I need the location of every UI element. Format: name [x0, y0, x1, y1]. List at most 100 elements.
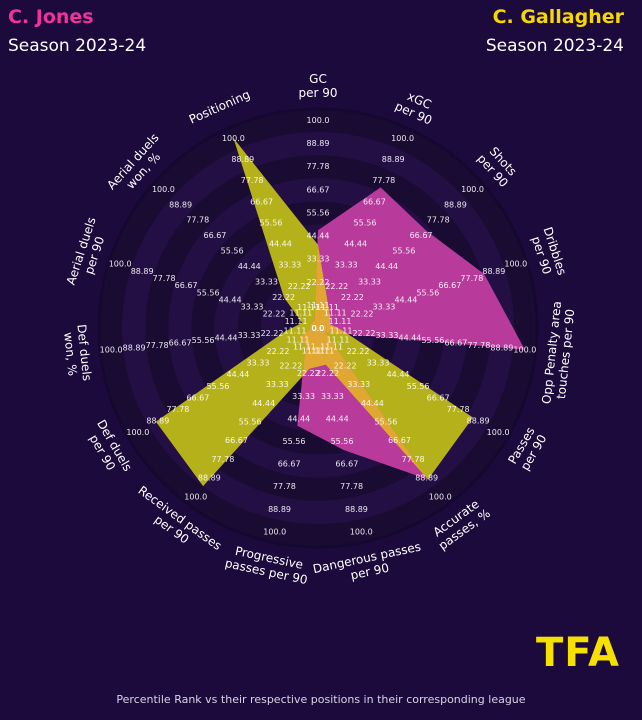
ring-tick-label: 55.56 — [416, 288, 439, 297]
ring-tick-label: 55.56 — [421, 336, 444, 345]
ring-tick-label: 22.22 — [341, 293, 364, 302]
ring-tick-label: 100.0 — [504, 260, 527, 269]
tfa-logo-text: TFA — [536, 632, 620, 672]
ring-tick-label: 77.78 — [402, 455, 425, 464]
ring-tick-label: 44.44 — [326, 414, 349, 423]
ring-tick-label: 100.0 — [307, 116, 330, 125]
axis-label-text: Positioning — [187, 87, 252, 126]
ring-tick-label: 11.11 — [330, 326, 353, 335]
ring-tick-label: 100.0 — [461, 185, 484, 194]
tfa-logo: TFA — [536, 630, 620, 676]
ring-tick-label: 44.44 — [375, 262, 398, 271]
ring-tick-label: 88.89 — [482, 267, 505, 276]
ring-tick-label: 55.56 — [354, 218, 377, 227]
ring-tick-label: 33.33 — [241, 303, 264, 312]
ring-tick-label: 11.11 — [302, 347, 325, 356]
ring-tick-label: 33.33 — [321, 392, 344, 401]
ring-tick-label: 11.11 — [297, 303, 320, 312]
ring-tick-label: 33.33 — [358, 278, 381, 287]
ring-tick-label: 55.56 — [192, 336, 215, 345]
ring-tick-label: 0.0 — [312, 324, 325, 333]
ring-tick-label: 44.44 — [394, 295, 417, 304]
player-right-name: C. Gallagher — [492, 6, 624, 28]
ring-tick-label: 55.56 — [392, 247, 415, 256]
ring-tick-label: 88.89 — [467, 416, 490, 425]
ring-tick-label: 0.0 — [312, 324, 325, 333]
ring-tick-label: 22.22 — [272, 293, 295, 302]
ring-tick-label: 55.56 — [239, 417, 262, 426]
ring-tick-label: 88.89 — [345, 505, 368, 514]
ring-tick-label: 77.78 — [460, 274, 483, 283]
ring-tick-label: 88.89 — [444, 200, 467, 209]
ring-tick-label: 44.44 — [307, 232, 330, 241]
ring-tick-label: 11.11 — [293, 343, 316, 352]
ring-tick-label: 66.67 — [410, 231, 433, 240]
ring-tick-label: 100.0 — [429, 492, 452, 501]
ring-tick-label: 88.89 — [382, 155, 405, 164]
ring-tick-label: 33.33 — [347, 380, 370, 389]
ring-tick-label: 33.33 — [247, 359, 270, 368]
radar-outer-ring — [97, 107, 539, 549]
axis-label-text: per 90 — [298, 86, 337, 100]
ring-tick-label: 0.0 — [312, 324, 325, 333]
ring-tick-label: 66.67 — [175, 281, 198, 290]
ring-tick-label: 77.78 — [340, 482, 363, 491]
ring-tick-label: 22.22 — [267, 347, 290, 356]
ring-tick-label: 55.56 — [260, 218, 283, 227]
ring-tick-label: 55.56 — [206, 382, 229, 391]
ring-tick-label: 0.0 — [312, 324, 325, 333]
ring-tick-label: 22.22 — [263, 310, 286, 319]
ring-tick-label: 66.67 — [427, 393, 450, 402]
ring-tick-label: 44.44 — [269, 240, 292, 249]
series-polygon-gallagher — [297, 187, 525, 480]
ring-tick-label: 100.0 — [350, 527, 373, 536]
ring-tick-label: 66.67 — [307, 185, 330, 194]
ring-tick-label: 100.0 — [487, 428, 510, 437]
ring-tick-label: 22.22 — [353, 329, 376, 338]
ring-tick-label: 77.78 — [186, 216, 209, 225]
ring-tick-label: 55.56 — [283, 437, 306, 446]
ring-tick-label: 22.22 — [325, 282, 348, 291]
ring-tick-label: 0.0 — [312, 324, 325, 333]
ring-tick-label: 55.56 — [374, 417, 397, 426]
axis-label-text: GC — [309, 72, 327, 86]
ring-tick-label: 77.78 — [166, 405, 189, 414]
ring-tick-label: 22.22 — [334, 361, 357, 370]
player-right-season: Season 2023-24 — [485, 36, 624, 56]
ring-tick-label: 55.56 — [221, 247, 244, 256]
ring-tick-label: 77.78 — [307, 162, 330, 171]
ring-tick-label: 33.33 — [255, 278, 278, 287]
ring-tick-label: 77.78 — [447, 405, 470, 414]
ring-tick-label: 0.0 — [312, 324, 325, 333]
ring-tick-label: 0.0 — [312, 324, 325, 333]
ring-tick-label: 44.44 — [215, 334, 238, 343]
ring-tick-label: 44.44 — [387, 370, 410, 379]
ring-tick-label: 55.56 — [197, 288, 220, 297]
ring-tick-label: 100.0 — [263, 527, 286, 536]
ring-tick-label: 66.67 — [225, 436, 248, 445]
ring-tick-label: 22.22 — [307, 278, 330, 287]
ring-tick-label: 66.67 — [335, 460, 358, 469]
ring-tick-label: 0.0 — [312, 324, 325, 333]
ring-tick-label: 66.67 — [388, 436, 411, 445]
ring-tick-label: 100.0 — [109, 260, 132, 269]
axis-label-text: Def duels — [74, 324, 94, 382]
ring-tick-label: 11.11 — [287, 336, 310, 345]
ring-tick-label: 100.0 — [222, 134, 245, 143]
ring-tick-label: 33.33 — [266, 380, 289, 389]
ring-tick-label: 33.33 — [238, 331, 261, 340]
ring-tick-label: 11.11 — [329, 317, 352, 326]
ring-tick-label: 22.22 — [261, 329, 284, 338]
ring-tick-label: 88.89 — [146, 416, 169, 425]
ring-tick-label: 77.78 — [146, 341, 169, 350]
ring-tick-label: 77.78 — [467, 341, 490, 350]
ring-tick-label: 66.67 — [203, 231, 226, 240]
ring-tick-label: 33.33 — [376, 331, 399, 340]
ring-tick-label: 33.33 — [292, 392, 315, 401]
ring-tick-label: 100.0 — [152, 185, 175, 194]
ring-tick-label: 33.33 — [335, 261, 358, 270]
